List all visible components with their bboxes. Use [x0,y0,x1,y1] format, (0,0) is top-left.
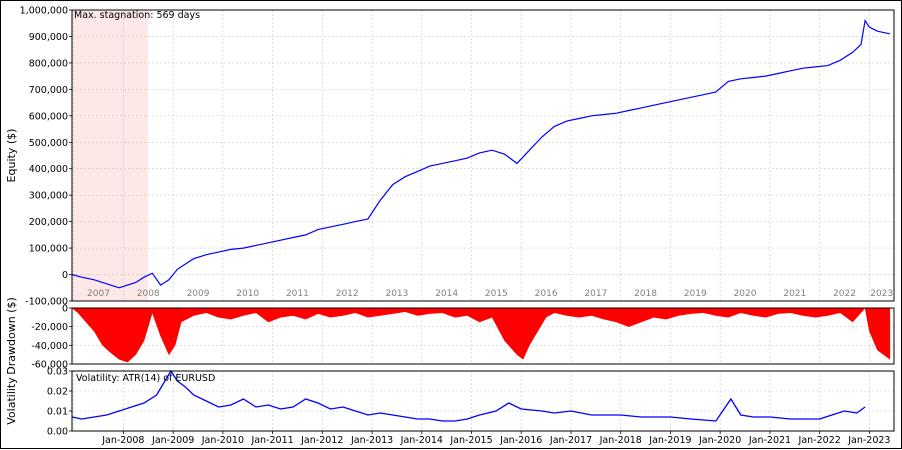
equity-y-ticks: 1,000,000 900,000 800,000 700,000 600,000 500… [20,6,72,308]
volatility-x-tick-label: Jan-2014 [400,435,443,446]
equity-year-label: 2017 [584,289,607,299]
volatility-title: Volatility: ATR(14) of EURUSD [76,373,215,384]
drawdown-y-ticks: 0 -20,000 -40,000 -60,000 [31,304,72,371]
volatility-x-tick-label: Jan-2018 [599,435,642,446]
volatility-x-tick-label: Jan-2023 [847,435,890,446]
equity-plot-border [71,9,895,302]
equity-year-label: 2020 [734,289,757,299]
volatility-x-tick-label: Jan-2013 [350,435,393,446]
equity-y-tick-label: 400,000 [29,164,68,175]
volatility-y-tick-label: 0.03 [47,367,68,378]
drawdown-y-tick-label: 0 [62,304,68,315]
equity-year-label: 2019 [684,289,707,299]
volatility-y-tick-label: 0.00 [47,427,68,438]
equity-year-label: 2015 [485,289,508,299]
equity-y-tick-label: 200,000 [29,217,68,228]
equity-year-label: 2013 [385,289,408,299]
volatility-x-tick-label: Jan-2021 [748,435,791,446]
volatility-x-ticks: Jan-2008 Jan-2009 Jan-2010 Jan-2011 Jan-2012… [101,431,890,446]
equity-y-tick-label: 600,000 [29,111,68,122]
volatility-x-tick-label: Jan-2010 [201,435,244,446]
equity-y-tick-label: 100,000 [29,244,68,255]
equity-year-label: 2007 [87,289,110,299]
volatility-line [71,369,866,422]
volatility-panel: 0.03 0.02 0.01 0.00 Jan-2008 Jan-2009 Jan-201… [5,367,895,446]
volatility-x-tick-label: Jan-2020 [698,435,741,446]
volatility-y-tick-label: 0.02 [47,387,68,398]
drawdown-area [71,307,891,363]
equity-y-tick-label: -100,000 [25,297,68,308]
volatility-plot-border [71,370,895,432]
volatility-x-tick-label: Jan-2019 [648,435,691,446]
volatility-x-tick-label: Jan-2022 [798,435,841,446]
equity-panel: 1,000,000 900,000 800,000 700,000 600,000 500… [5,6,895,308]
equity-grid [72,10,894,301]
equity-year-label: 2022 [833,289,856,299]
drawdown-y-axis-label: Drawdown ($) [5,297,18,375]
equity-y-tick-label: 1,000,000 [20,6,68,17]
equity-year-labels: 2007 2008 2009 2010 2011 2012 2013 2014 2015 2016… [87,289,893,299]
volatility-x-tick-label: Jan-2012 [300,435,343,446]
volatility-x-tick-label: Jan-2011 [250,435,293,446]
equity-year-label: 2014 [435,289,458,299]
equity-y-tick-label: 300,000 [29,191,68,202]
equity-year-label: 2018 [634,289,657,299]
volatility-y-tick-label: 0.01 [47,407,68,418]
equity-year-label: 2021 [783,289,806,299]
drawdown-y-tick-label: -60,000 [31,360,68,371]
equity-y-tick-label: 900,000 [29,32,68,43]
drawdown-plot-border [71,307,895,365]
equity-line [71,18,891,289]
equity-year-label: 2009 [187,289,210,299]
volatility-x-tick-label: Jan-2016 [499,435,542,446]
stagnation-label: Max. stagnation: 569 days [74,10,200,21]
volatility-y-ticks: 0.03 0.02 0.01 0.00 [47,367,72,438]
volatility-x-tick-label: Jan-2017 [549,435,592,446]
equity-year-label: 2023 [870,289,893,299]
equity-y-tick-label: 500,000 [29,138,68,149]
equity-year-label: 2008 [137,289,160,299]
equity-y-tick-label: 800,000 [29,58,68,69]
volatility-x-tick-label: Jan-2008 [101,435,144,446]
equity-year-label: 2016 [535,289,558,299]
volatility-x-tick-label: Jan-2009 [151,435,194,446]
equity-year-label: 2010 [236,289,259,299]
drawdown-panel: 0 -20,000 -40,000 -60,000 Drawdown ($) [5,297,895,375]
volatility-x-tick-label: Jan-2015 [449,435,492,446]
drawdown-y-tick-label: -20,000 [31,322,68,333]
equity-y-tick-label: 700,000 [29,85,68,96]
equity-y-tick-label: 0 [62,270,68,281]
drawdown-y-tick-label: -40,000 [31,341,68,352]
equity-y-axis-label: Equity ($) [5,129,18,183]
volatility-grid [72,371,894,431]
equity-year-label: 2012 [336,289,359,299]
equity-year-label: 2011 [286,289,309,299]
volatility-y-axis-label: Volatility [5,377,18,425]
stagnation-band [72,10,149,301]
